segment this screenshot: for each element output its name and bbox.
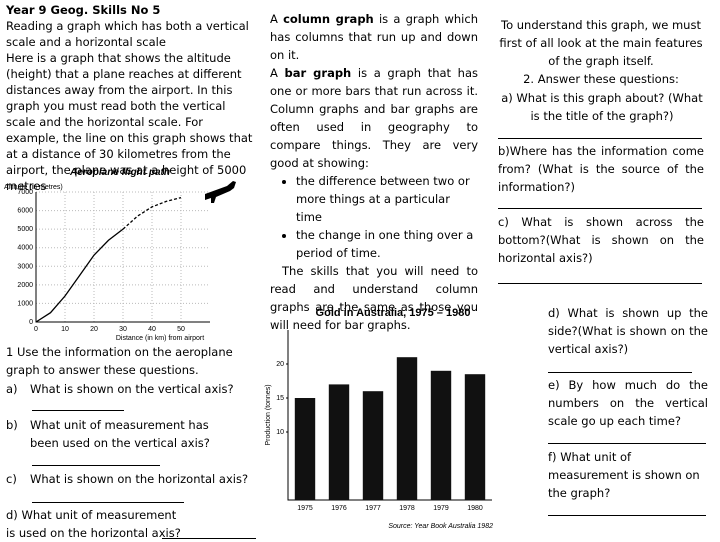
flight-line (122, 196, 182, 230)
x-tick-label: 1979 (433, 505, 449, 512)
axes (35, 192, 210, 323)
chart-title: Gold in Australia, 1975 – 1980 (316, 307, 471, 319)
plane-icon (205, 181, 236, 203)
questions-2-intro: To understand this graph, we must first … (498, 16, 704, 88)
bar (362, 391, 384, 500)
x-tick-label: 10 (61, 326, 69, 333)
intro: To understand this graph, we must first … (499, 18, 703, 68)
y-tick-label: 1000 (17, 300, 33, 307)
gold-chart: Gold in Australia, 1975 – 1980 Production… (265, 307, 493, 530)
intro: Here is a graph that shows the altitude … (6, 51, 253, 193)
q1d: d) What unit of measurement is used on t… (6, 506, 186, 542)
y-axis-label: Altitude (in metres) (4, 184, 63, 191)
x-tick-label: 0 (34, 326, 38, 333)
bar (396, 357, 418, 500)
term: column graph (283, 12, 374, 26)
text: A (270, 12, 284, 26)
definitions: A column graph is a graph which has colu… (270, 10, 478, 334)
q1a: a) What is shown on the vertical axis? (6, 380, 256, 398)
answer-line (498, 138, 702, 139)
q2f: f) What unit of measurement is shown on … (548, 450, 700, 500)
skills: The skills that you will need to read an… (270, 264, 478, 332)
answer-line (548, 443, 706, 444)
answer-line (498, 283, 702, 284)
subtitle: Reading a graph which has both a vertica… (6, 19, 249, 49)
bullet: the difference between two or more thing… (296, 172, 478, 226)
bullet-list: the difference between two or more thing… (270, 172, 478, 262)
bullet: the change in one thing over a period of… (296, 226, 478, 262)
answer-line (162, 538, 256, 539)
x-tick-label: 1977 (365, 505, 381, 512)
chart-title: Aeroplane flight path (69, 167, 170, 178)
x-tick-label: 20 (90, 326, 98, 333)
q1b: b) What unit of measurement has been used… (6, 416, 256, 452)
answer-line (548, 515, 706, 516)
q-label: a) (6, 382, 18, 396)
q1c: c) What is shown on the horizontal axis? (6, 470, 256, 488)
q-text: What unit of measurement has been used o… (30, 418, 210, 450)
bar (294, 398, 316, 500)
axes (287, 330, 492, 501)
x-tick-label: 1976 (331, 505, 347, 512)
x-tick-label: 1980 (467, 505, 483, 512)
x-tick-label: 30 (119, 326, 127, 333)
y-tick-label: 10 (276, 429, 284, 436)
x-tick-label: 1978 (399, 505, 415, 512)
left-intro: Year 9 Geog. Skills No 5 Reading a graph… (6, 2, 256, 194)
bar (430, 370, 452, 500)
flight-line (35, 228, 124, 323)
term: bar graph (284, 66, 352, 80)
y-tick-label: 7000 (17, 189, 33, 196)
x-axis-label: Distance (in km) from airport (116, 335, 204, 342)
question-intro: 1 Use the information on the aeroplane g… (6, 345, 233, 377)
x-tick-label: 50 (177, 326, 185, 333)
y-tick-label: 20 (276, 361, 284, 368)
y-tick-label: 15 (276, 395, 284, 402)
y-tick-label: 6000 (17, 208, 33, 215)
q-label: b) (6, 418, 18, 432)
answer-line (32, 502, 184, 503)
answer-line (548, 372, 692, 373)
flight-chart: Aeroplane flight path Altitude (in metres… (4, 167, 236, 342)
answer-line (498, 208, 702, 209)
answer-line (32, 410, 124, 411)
q-label: d) (6, 508, 18, 522)
column-definition: A column graph is a graph which has colu… (270, 10, 478, 64)
q-text: What unit of measurement is used on the … (6, 508, 181, 540)
y-tick-label: 3000 (17, 263, 33, 270)
text: is a graph that has one or more bars tha… (270, 66, 479, 170)
source: Source: Year Book Australia 1982 (388, 523, 493, 530)
q-label: c) (6, 472, 17, 486)
text: is a graph which has columns that run up… (270, 12, 478, 62)
y-tick-label: 5000 (17, 226, 33, 233)
questions-1: 1 Use the information on the aeroplane g… (6, 343, 251, 379)
x-tick-label: 1975 (297, 505, 313, 512)
title: Year 9 Geog. Skills No 5 (6, 3, 161, 17)
bar (464, 374, 486, 500)
heading: 2. Answer these questions: (523, 72, 679, 86)
y-axis-label: Production (tonnes) (265, 384, 272, 445)
y-tick-label: 4000 (17, 245, 33, 252)
q2a: a) What is this graph about? (What is th… (501, 91, 703, 123)
q-text: What is shown on the vertical axis? (30, 382, 234, 396)
text: A (270, 66, 285, 80)
y-tick-label: 2000 (17, 282, 33, 289)
q2d: d) What is shown up the side?(What is sh… (548, 306, 708, 356)
y-tick-label: 0 (29, 319, 33, 326)
q2c: c) What is shown across the bottom?(What… (498, 215, 704, 265)
x-tick-label: 40 (148, 326, 156, 333)
q2b: b)Where has the information come from? (… (498, 144, 704, 194)
q2e: e) By how much do the numbers on the ver… (548, 378, 708, 428)
q-text: What is shown on the horizontal axis? (30, 472, 249, 486)
bar (328, 384, 350, 500)
bar-definition: A bar graph is a graph that has one or m… (270, 64, 478, 172)
answer-line (32, 465, 160, 466)
